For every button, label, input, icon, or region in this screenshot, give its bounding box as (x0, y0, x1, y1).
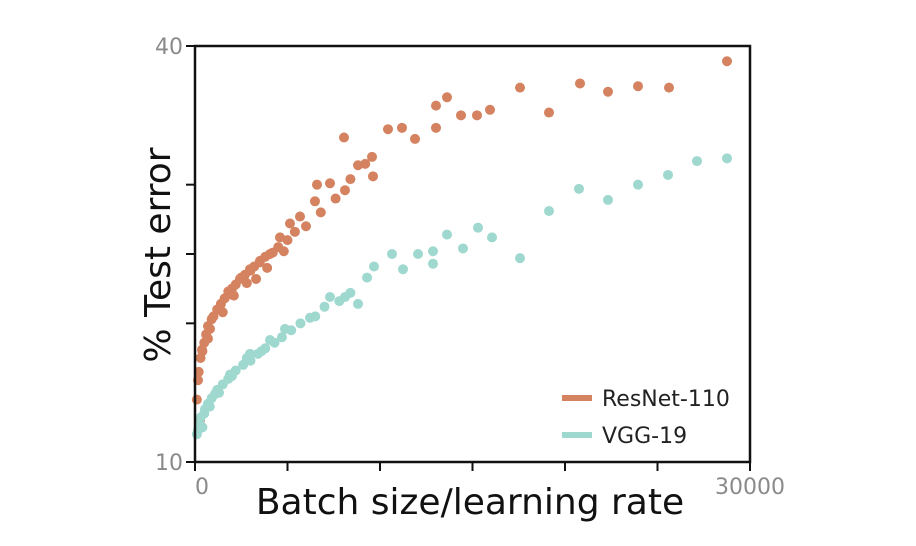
point (455, 110, 466, 121)
point (691, 156, 702, 167)
point (362, 272, 373, 283)
point (301, 221, 311, 232)
point (339, 185, 350, 196)
point (367, 151, 378, 162)
point (338, 132, 349, 143)
point (330, 193, 341, 204)
point (471, 110, 482, 121)
point (368, 171, 379, 182)
point (315, 207, 326, 218)
point (289, 226, 300, 237)
point (228, 290, 239, 301)
point (206, 393, 217, 404)
point (602, 194, 613, 205)
point (217, 307, 228, 318)
point (286, 325, 297, 336)
x-axis-label: Batch size/learning rate (256, 482, 684, 523)
point (430, 100, 441, 111)
point (284, 218, 295, 229)
point (543, 107, 554, 118)
point (324, 178, 335, 189)
point (442, 92, 453, 103)
point (457, 243, 468, 254)
y-tick-label: 10 (155, 451, 183, 476)
y-tick-label: 40 (155, 35, 183, 60)
x-tick-label: 30000 (715, 475, 785, 500)
point (722, 56, 733, 67)
point (197, 346, 208, 357)
point (485, 104, 496, 115)
point (191, 394, 202, 405)
point (310, 311, 321, 322)
y-axis-label: % Test error (138, 147, 179, 362)
point (575, 78, 586, 89)
point (295, 318, 306, 329)
point (369, 261, 380, 272)
point (515, 82, 526, 93)
point (262, 262, 273, 273)
point (282, 235, 293, 246)
point (410, 133, 421, 144)
point (227, 371, 237, 382)
point (360, 158, 371, 169)
point (312, 179, 323, 190)
point (543, 206, 554, 217)
point (197, 422, 208, 433)
point (633, 179, 644, 190)
point (397, 264, 408, 275)
point (256, 346, 267, 357)
point (472, 222, 483, 233)
point (260, 251, 271, 262)
point (663, 169, 674, 180)
point (241, 353, 252, 363)
point (199, 408, 210, 419)
point (241, 278, 252, 289)
point (295, 211, 306, 222)
point (269, 337, 280, 348)
points (191, 56, 733, 440)
legend-label: ResNet-110 (602, 387, 730, 412)
point (428, 258, 439, 269)
legend-label: VGG-19 (602, 424, 687, 449)
point (486, 232, 497, 243)
point (319, 301, 330, 312)
point (664, 82, 675, 93)
point (204, 401, 215, 412)
point (202, 333, 213, 344)
point (442, 229, 453, 240)
point (574, 183, 585, 194)
point (382, 124, 393, 135)
point (251, 273, 262, 284)
point (334, 296, 345, 307)
point (309, 196, 320, 207)
point (387, 249, 398, 259)
point (602, 86, 613, 97)
point (515, 253, 526, 264)
point (430, 122, 441, 133)
point (722, 153, 733, 164)
point (230, 279, 241, 290)
point (396, 122, 407, 133)
point (345, 287, 356, 298)
point (428, 246, 439, 257)
point (214, 387, 225, 398)
x-tick-label: 0 (195, 475, 209, 500)
point (276, 332, 287, 343)
point (633, 81, 644, 92)
point (412, 249, 423, 259)
point (345, 174, 356, 185)
point (324, 291, 335, 302)
point (278, 246, 289, 257)
point (353, 298, 364, 309)
